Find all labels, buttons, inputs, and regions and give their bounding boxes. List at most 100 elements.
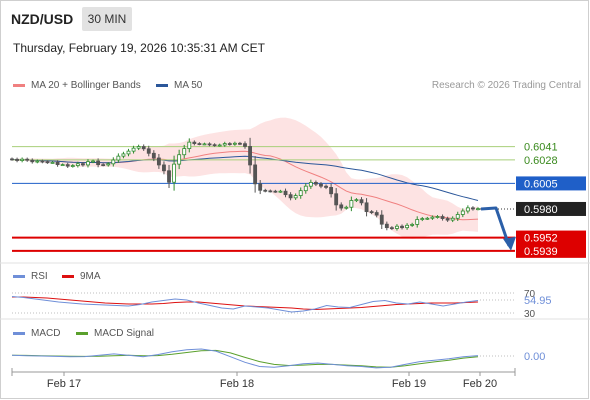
legend-ma20-label: MA 20 + Bollinger Bands (31, 80, 141, 91)
candle (80, 161, 85, 167)
candle (86, 159, 90, 168)
symbol-title: NZD/USD (11, 11, 74, 27)
candle-body (212, 144, 217, 147)
candle-body (202, 143, 207, 146)
candle (60, 163, 65, 167)
candle-body (10, 158, 14, 161)
candle-body (136, 146, 141, 149)
candle-body (384, 223, 389, 229)
candle (369, 210, 374, 215)
bollinger-band (12, 117, 478, 239)
candle (319, 182, 323, 189)
candle (192, 140, 197, 146)
candle (167, 164, 171, 189)
rsi-tick-label: 30 (524, 309, 536, 320)
candle (430, 215, 435, 220)
support-label: 0.5952 (524, 233, 558, 245)
candle (298, 187, 303, 199)
candle (146, 145, 151, 157)
candle (420, 216, 425, 222)
candle (440, 214, 445, 221)
candle (172, 155, 177, 191)
candle (65, 162, 70, 168)
candle-body (420, 218, 425, 220)
candle-body (273, 190, 278, 193)
candle (25, 157, 30, 162)
candle (455, 211, 460, 221)
candle-body (70, 165, 75, 167)
candle (349, 196, 354, 212)
legend-rsi-label: RSI (31, 271, 48, 282)
candle-body (197, 143, 202, 145)
candle (445, 216, 450, 222)
candle (75, 161, 80, 168)
x-tick-label: Feb 18 (220, 378, 254, 390)
candle-body (349, 200, 354, 208)
candle-body (354, 199, 359, 202)
candle-body (324, 185, 328, 188)
candle (400, 224, 404, 230)
candle-body (86, 161, 90, 166)
candle (96, 158, 101, 168)
candle (238, 141, 242, 146)
candle (278, 189, 283, 193)
candle-body (253, 164, 258, 185)
candle-body (374, 212, 379, 216)
candle-body (55, 161, 60, 166)
candle (151, 150, 156, 162)
candle-body (344, 206, 349, 209)
candle-body (278, 190, 283, 193)
candle (227, 142, 232, 146)
candle (425, 216, 430, 220)
candle-body (405, 224, 410, 229)
candle (15, 157, 19, 163)
macd-swatch (13, 332, 25, 335)
candle (471, 206, 475, 211)
candle (258, 180, 263, 195)
candle-body (435, 216, 440, 218)
candle-body (369, 211, 374, 214)
legend-ma20: MA 20 + Bollinger Bands (13, 80, 141, 91)
candle (182, 144, 187, 159)
candle-body (111, 159, 116, 165)
legend-macd-label: MACD (31, 328, 61, 339)
candle-body (131, 147, 136, 152)
candle (405, 223, 410, 230)
legend-macd: MACD (13, 328, 60, 339)
candle-body (96, 160, 101, 166)
candle (395, 224, 399, 231)
candle-body (308, 182, 313, 187)
candle (126, 148, 131, 157)
x-tick-label: Feb 20 (463, 378, 497, 390)
candle-body (263, 189, 268, 192)
candle-body (334, 193, 339, 206)
forecast-arrow (480, 206, 511, 247)
candle (243, 141, 247, 149)
x-tick-label: Feb 19 (392, 378, 426, 390)
candle (450, 216, 455, 223)
legend-macd-signal-label: MACD Signal (94, 328, 155, 339)
candle (374, 210, 379, 218)
candle-body (364, 202, 369, 213)
candle-body (162, 164, 166, 172)
candle (177, 149, 182, 170)
timeframe-button[interactable]: 30 MIN (82, 7, 132, 31)
candle-body (410, 223, 415, 226)
candle-body (25, 158, 30, 161)
candle (20, 157, 25, 163)
candle-body (217, 144, 222, 147)
candle (217, 143, 222, 147)
candle (40, 159, 45, 164)
candle (354, 198, 359, 203)
candle (313, 180, 318, 187)
candle-body (80, 163, 85, 166)
pivot-label: 0.6005 (524, 178, 558, 190)
candle (212, 143, 217, 147)
candle-body (359, 199, 364, 204)
rsi-line (11, 296, 479, 313)
candle (111, 157, 116, 167)
candle (410, 222, 415, 227)
candle (248, 137, 252, 174)
candle (334, 188, 339, 211)
legend-rsi: RSI (13, 271, 48, 282)
